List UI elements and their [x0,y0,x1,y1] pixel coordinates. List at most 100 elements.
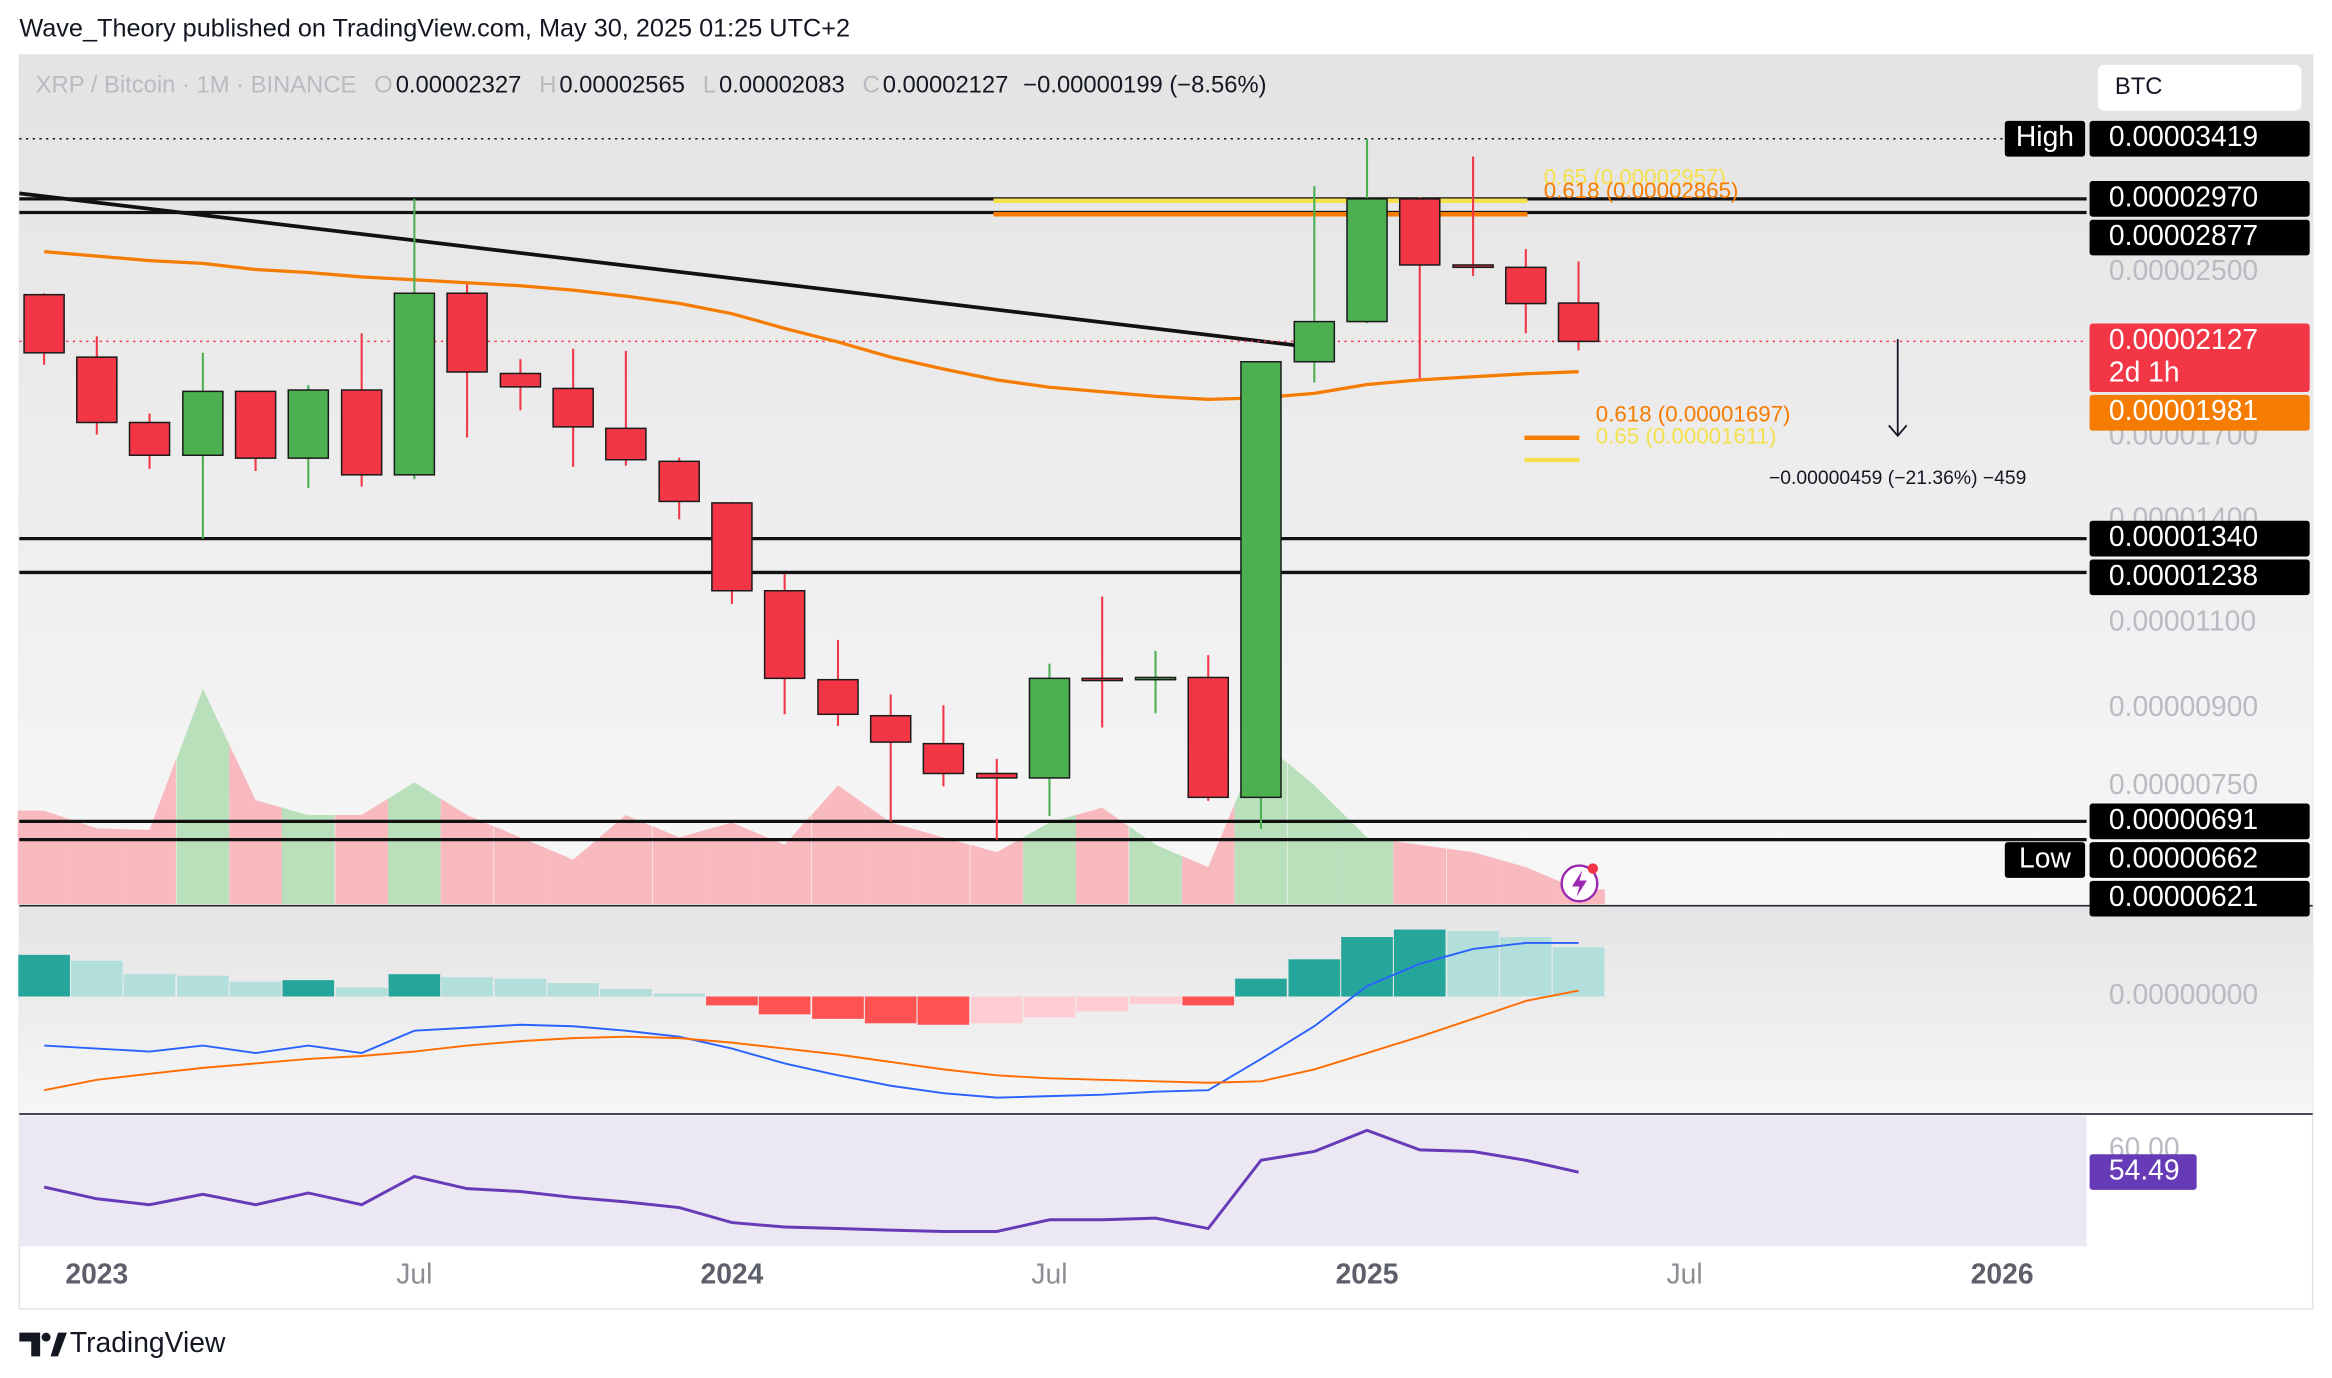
level-tag [2004,842,2086,878]
candle-body [869,714,912,743]
price-badge-label: 0.00000621 [2109,880,2258,912]
candle-body [1557,302,1600,343]
price-badge-label: 0.00002877 [2109,219,2258,251]
candle-body [340,389,383,476]
price-badge [2089,559,2310,596]
candle-body [234,390,277,459]
candle-body [1346,198,1388,323]
candle-body [1081,677,1123,682]
volume-area [1075,807,1129,905]
ohlc-key: O [374,72,392,99]
macd-histogram [229,981,282,997]
fib-label: 0.65 (0.00002957) [1544,164,1726,189]
volume-area [970,837,1024,905]
macd-histogram [388,974,441,997]
candle-body [711,502,753,592]
x-tick-label: 2026 [1971,1258,2034,1290]
candle-body [658,460,700,503]
macd-histogram [441,977,493,997]
volume-area [758,815,811,905]
candle-body [287,389,330,459]
candle-body [605,427,647,461]
volume-area [811,785,865,905]
x-tick-label: 2025 [1336,1258,1399,1290]
alert-icon[interactable] [1560,863,1599,903]
alert-icon-bolt [1572,870,1587,897]
main-pane [19,55,2313,905]
y-tick-label: 0.00000750 [2109,768,2258,800]
rsi-badge [2089,1154,2197,1190]
macd-histogram [335,987,388,997]
macd-histogram [812,996,864,1019]
ohlc-value: 0.00002565 [559,72,685,99]
alert-icon-dot [1587,863,1599,874]
currency-box[interactable] [2096,63,2303,113]
macd-histogram [1288,959,1341,997]
plot-layer: 0.000025000.000017000.000014000.00001100… [17,120,2310,1290]
price-badge-label: 0.00001340 [2109,520,2258,552]
ohlc-value: 0.00002127 [883,72,1009,99]
volume-area [229,744,282,905]
macd-histogram [282,980,335,997]
macd-histogram [123,974,176,997]
ohlc-key: L [703,72,716,99]
macd-histogram [917,996,970,1025]
x-tick-label: 2023 [65,1258,128,1290]
macd-histogram [970,996,1023,1024]
brand-logo [19,1332,67,1357]
macd-histogram [70,960,123,997]
level-tag-label: High [2016,120,2074,152]
level-tag-label: Low [2019,841,2071,873]
rsi-band [19,1115,2087,1247]
candle-body [1293,320,1336,363]
logo-part [19,1332,41,1357]
macd-line [44,941,1579,1099]
signal-line [43,989,1579,1092]
candle-body [763,590,806,680]
change: −0.00000199 (−8.56%) [1023,72,1266,99]
volume-area [1340,811,1394,905]
price-badge-label: 0.00000662 [2109,841,2258,873]
candle-body [922,742,965,775]
macd-histogram [1341,937,1393,997]
trendline [19,191,1295,347]
candle-body [393,292,436,476]
candle-body [1398,198,1441,266]
moving-average [44,250,1579,401]
publisher: Wave_Theory published on TradingView.com… [19,14,850,42]
x-tick-label: 2024 [700,1258,763,1290]
ohlc-key: C [863,72,880,99]
volume-area [70,819,124,905]
volume-area [599,815,653,905]
volume-area [1446,848,1500,905]
volume-area [17,810,71,905]
volume-area [1023,815,1076,905]
fib-label: 0.65 (0.00001611) [1596,424,1777,449]
price-badge-label: 0.00002970 [2109,180,2258,212]
macd-histogram [18,954,70,997]
macd-pane [19,907,2313,1113]
candle-body [1505,266,1547,305]
candle-body [1134,676,1177,681]
candle-body [128,421,171,457]
y-tick-label: 0.00002500 [2109,254,2258,286]
macd-histogram [600,989,652,997]
countdown: 2d 1h [2109,356,2180,388]
volume-area [1499,859,1553,905]
price-badge [2089,323,2310,392]
candle-body [182,390,224,457]
volume-area [176,688,230,905]
macd-histogram [1552,947,1605,997]
candle-body [817,678,859,716]
price-badge [2089,842,2310,878]
fib-label: 0.618 (0.00001697) [1596,401,1791,426]
candle-body [552,387,594,428]
ohlc-value: 0.00002083 [719,72,845,99]
rsi-line [43,1128,1579,1233]
candle-body [1187,676,1230,799]
price-badge-label: 0.00001981 [2109,394,2258,426]
price-badge [2089,880,2310,917]
volume-area [494,826,547,905]
x-tick-label: Jul [1031,1258,1067,1290]
